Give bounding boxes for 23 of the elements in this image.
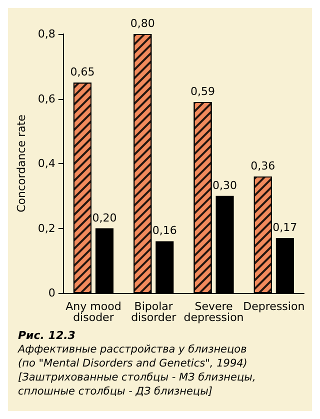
data-label: 0,80	[130, 17, 155, 30]
data-label: 0,30	[212, 178, 238, 192]
text: сплошные столбцы - ДЗ близнецы]	[18, 386, 212, 398]
y-axis-title: Concordance rate	[15, 114, 28, 212]
y-tick-label: 0,4	[38, 157, 56, 170]
text: [Заштрихованные столбцы - МЗ близнецы,	[18, 372, 256, 384]
y-tick-label: 0	[48, 286, 56, 300]
text: Рис. 12.3	[18, 329, 76, 342]
x-tick-label: Severe depression	[184, 300, 244, 324]
y-tick-label: 0,2	[38, 222, 56, 235]
x-tick-label: Bipolar disorder	[131, 300, 177, 324]
data-label: 0,17	[272, 220, 298, 234]
x-tick-label: Any mood disoder	[66, 300, 122, 324]
data-label: 0,59	[190, 84, 216, 98]
data-label: 0,20	[92, 211, 117, 224]
text: Аффективные расстройства у близнецов	[17, 344, 247, 356]
y-tick-label: 0,6	[38, 92, 56, 106]
data-label: 0,16	[152, 224, 177, 238]
data-label: 0,65	[70, 66, 95, 79]
text: (по "Mental Disorders and Genetics", 1994)	[18, 358, 248, 370]
x-tick-label: Depression	[243, 300, 305, 313]
y-tick-label: 0,8	[38, 28, 56, 40]
data-label: 0,36	[250, 159, 276, 172]
